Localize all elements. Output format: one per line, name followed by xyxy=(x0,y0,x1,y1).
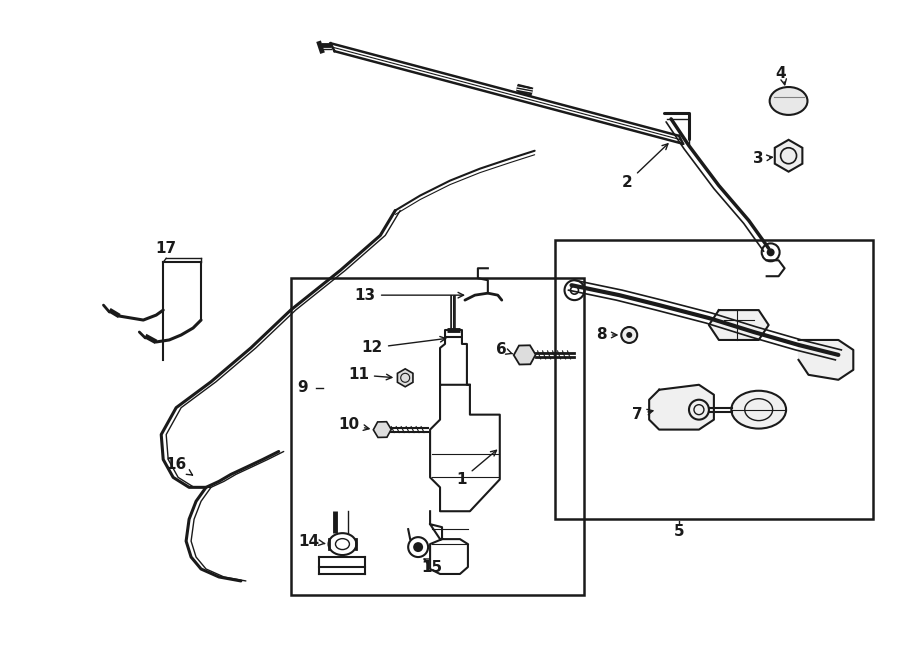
Polygon shape xyxy=(440,330,470,385)
Polygon shape xyxy=(430,511,468,574)
Text: 17: 17 xyxy=(156,241,176,256)
Text: 16: 16 xyxy=(166,457,193,475)
Text: 6: 6 xyxy=(497,342,513,357)
Circle shape xyxy=(621,327,637,343)
Bar xyxy=(291,278,584,595)
Ellipse shape xyxy=(732,391,786,428)
Text: 4: 4 xyxy=(775,66,786,81)
Polygon shape xyxy=(649,385,714,430)
Text: 7: 7 xyxy=(632,407,652,422)
Circle shape xyxy=(626,332,632,338)
Bar xyxy=(554,240,873,519)
Text: 15: 15 xyxy=(421,559,443,575)
Text: 3: 3 xyxy=(753,151,772,166)
Text: 9: 9 xyxy=(297,380,308,395)
Polygon shape xyxy=(709,310,769,340)
Text: 12: 12 xyxy=(362,336,446,355)
Ellipse shape xyxy=(770,87,807,115)
Text: 11: 11 xyxy=(348,367,392,383)
Polygon shape xyxy=(798,340,853,380)
Text: 2: 2 xyxy=(622,144,668,190)
Text: 14: 14 xyxy=(298,534,325,549)
Text: 1: 1 xyxy=(456,450,497,487)
Polygon shape xyxy=(430,385,500,511)
Text: 10: 10 xyxy=(338,417,369,432)
Text: 5: 5 xyxy=(674,524,684,539)
Text: 13: 13 xyxy=(355,288,464,303)
Circle shape xyxy=(767,248,775,256)
Text: 8: 8 xyxy=(596,328,617,342)
Circle shape xyxy=(413,542,423,552)
